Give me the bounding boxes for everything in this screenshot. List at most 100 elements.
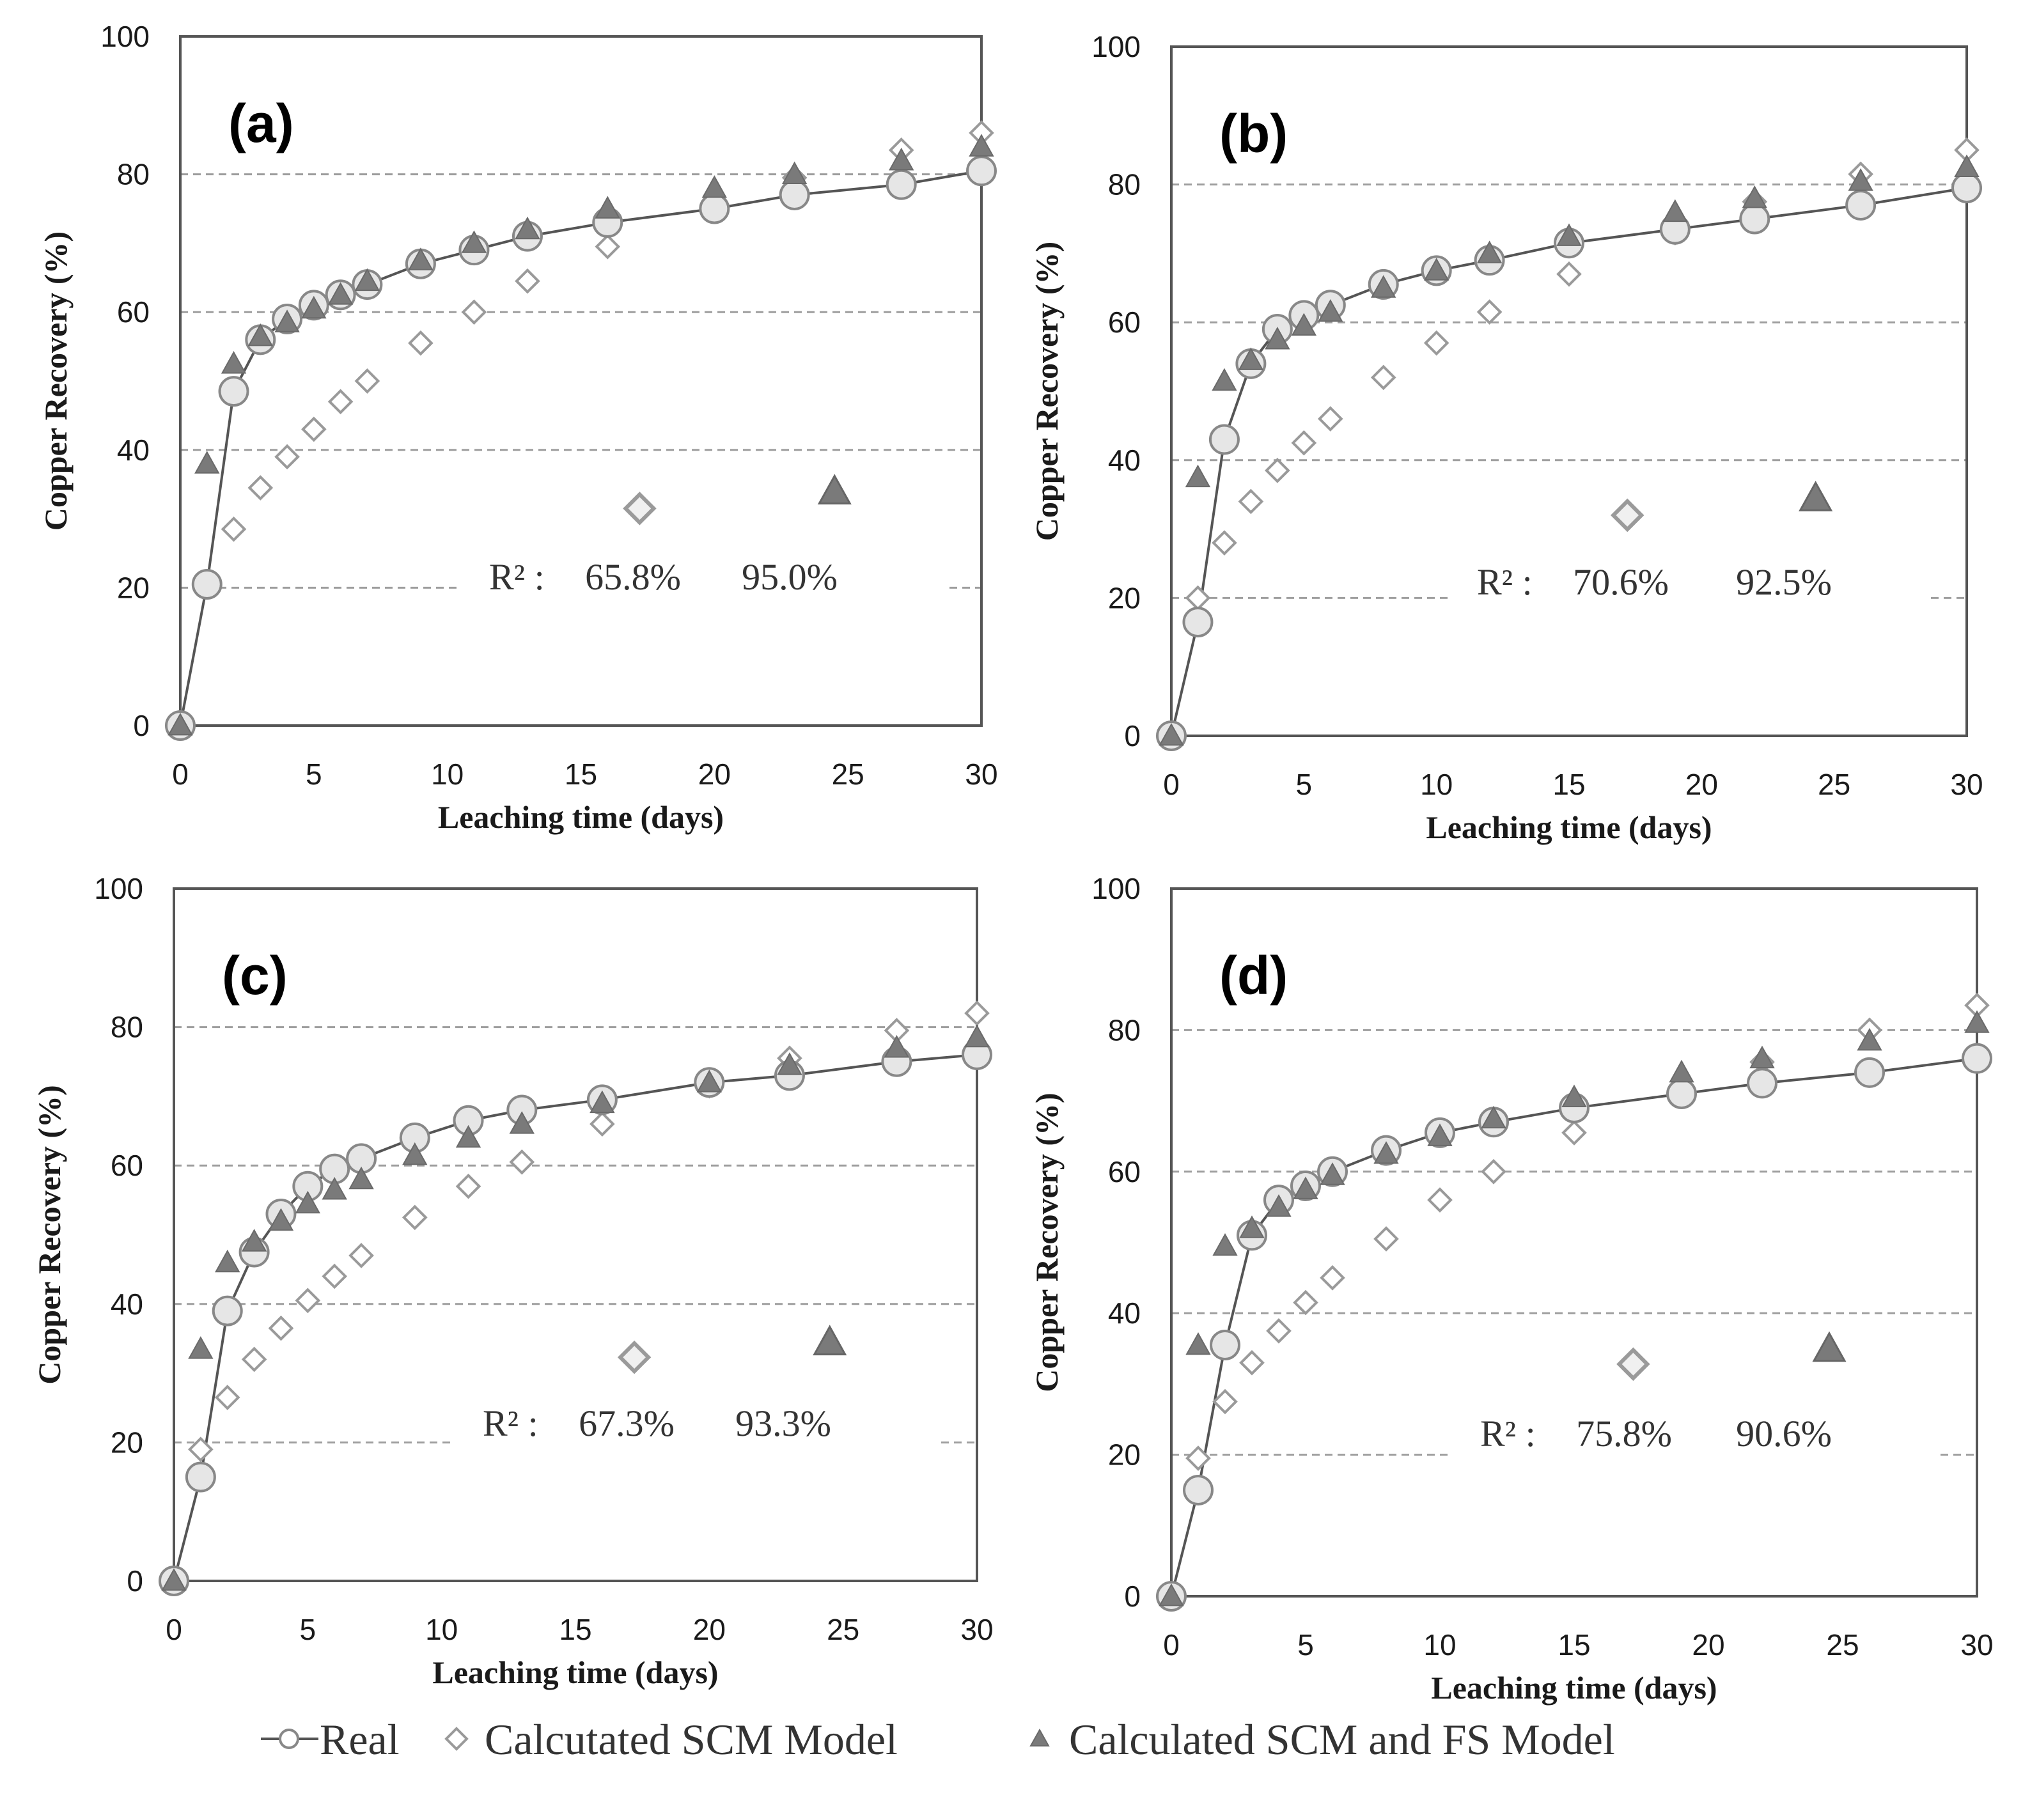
fs-point: [295, 1190, 321, 1214]
y-tick-label: 40: [117, 433, 150, 467]
y-tick-label: 20: [1108, 1438, 1141, 1472]
real-point: [1182, 607, 1214, 638]
scm-point: [1291, 430, 1317, 456]
scm-point: [509, 1149, 535, 1175]
fs-point: [884, 1035, 910, 1058]
x-tick-label: 30: [1960, 1628, 1993, 1661]
r2-fs-marker: [1799, 481, 1833, 511]
real-point: [1210, 1330, 1240, 1361]
chart-panel-b: 0 20 40 60 80 100 0 5 10 15 20 25 30 Leaching time (d…: [1029, 30, 1983, 845]
y-tick-label: 80: [117, 158, 150, 191]
x-tick-label: 20: [1692, 1628, 1724, 1661]
scm-point: [241, 1346, 267, 1373]
panel-label: (a): [228, 93, 294, 153]
fs-point: [461, 230, 487, 253]
y-axis-label: Copper Recovery (%): [38, 231, 74, 531]
chart-panel-c: 0 20 40 60 80 100 0 5 10 15 20 25 30 Leaching time (d…: [31, 872, 994, 1690]
fs-point: [590, 1090, 615, 1114]
fs-point: [268, 1208, 294, 1231]
legend-fs-marker: [1029, 1728, 1050, 1746]
fs-point: [509, 1111, 535, 1134]
r2-scm-value: 67.3%: [579, 1403, 675, 1444]
r2-fs-value: 95.0%: [742, 556, 838, 598]
panel-label: (b): [1219, 104, 1288, 164]
fs-point: [168, 712, 193, 736]
x-tick-label: 15: [1552, 768, 1585, 801]
y-tick-label: 60: [117, 295, 150, 329]
fs-point: [1265, 327, 1290, 350]
r2-scm-marker: [1610, 498, 1644, 533]
scm-point: [1476, 299, 1503, 325]
scm-point: [1427, 1187, 1453, 1213]
x-tick-label: 10: [431, 758, 464, 791]
fs-point: [322, 1177, 347, 1200]
scm-point: [1423, 330, 1449, 356]
fs-point: [161, 1567, 187, 1591]
y-tick-label: 60: [1108, 306, 1141, 339]
fs-point: [408, 247, 434, 270]
real-point: [886, 169, 917, 200]
fs-point: [194, 451, 220, 474]
r2-label: R² :: [489, 556, 545, 598]
scm-point: [590, 1111, 615, 1137]
y-tick-label: 100: [1091, 30, 1141, 63]
y-tick-label: 0: [127, 1564, 143, 1598]
fs-point: [1964, 1010, 1990, 1033]
chart-panel-d: 0 20 40 60 80 100 0 5 10 15 20 25 30 Leaching time (d…: [1029, 872, 1994, 1706]
r2-scm-value: 65.8%: [585, 556, 681, 598]
real-line: [173, 1053, 978, 1582]
scm-point: [1265, 458, 1290, 483]
fs-point: [1159, 1583, 1184, 1606]
scm-point: [1293, 1289, 1318, 1316]
scm-point: [348, 1243, 374, 1268]
fs-point: [455, 1124, 481, 1148]
fs-point: [1238, 347, 1264, 370]
y-tick-label: 0: [1124, 1580, 1141, 1613]
plot-frame: [1170, 887, 1978, 1598]
scm-point: [1556, 261, 1582, 287]
fs-point: [1423, 258, 1449, 281]
x-tick-label: 0: [166, 1613, 182, 1646]
y-tick-label: 0: [133, 709, 150, 742]
r2-label: R² :: [483, 1403, 538, 1444]
scm-point: [247, 475, 274, 501]
chart-panel-a: 0 20 40 60 80 100 0 5 10 15 20 25 30 Leaching time (d…: [38, 20, 998, 835]
scm-point: [455, 1173, 481, 1199]
r2-scm-value: 70.6%: [1573, 561, 1669, 603]
fs-point: [889, 147, 914, 171]
fs-point: [1481, 1105, 1506, 1129]
scm-point: [1320, 1265, 1345, 1291]
scm-point: [221, 516, 247, 542]
real-point: [212, 1295, 243, 1326]
x-tick-label: 0: [1163, 1628, 1180, 1661]
plot-frame: [179, 35, 983, 727]
scm-point: [964, 1000, 990, 1026]
y-axis-label: Copper Recovery (%): [31, 1085, 67, 1384]
fs-point: [1159, 722, 1184, 746]
fs-point: [354, 268, 380, 292]
r2-fs-marker: [817, 474, 852, 505]
x-tick-label: 25: [1818, 768, 1850, 801]
y-axis-label: Copper Recovery (%): [1029, 1093, 1065, 1392]
fs-point: [1266, 1194, 1292, 1217]
scm-point: [214, 1385, 240, 1410]
r2-scm-value: 75.8%: [1576, 1413, 1672, 1454]
fs-point: [969, 134, 994, 157]
fs-point: [1293, 1176, 1318, 1199]
fs-point: [1954, 154, 1980, 178]
fs-point: [1749, 1045, 1775, 1069]
y-tick-label: 20: [1108, 581, 1141, 614]
real-point: [1208, 424, 1240, 455]
fs-point: [221, 350, 247, 374]
fs-point: [595, 196, 620, 219]
legend-scm-label: Calcutated SCM Model: [485, 1715, 898, 1764]
fs-point: [1212, 1233, 1238, 1256]
x-tick-label: 30: [1950, 768, 1983, 801]
fs-point: [1212, 368, 1237, 391]
x-tick-label: 30: [960, 1613, 993, 1646]
y-tick-label: 20: [111, 1426, 143, 1459]
r2-scm-marker: [617, 1340, 652, 1374]
fs-point: [515, 216, 540, 240]
fs-point: [327, 282, 354, 305]
